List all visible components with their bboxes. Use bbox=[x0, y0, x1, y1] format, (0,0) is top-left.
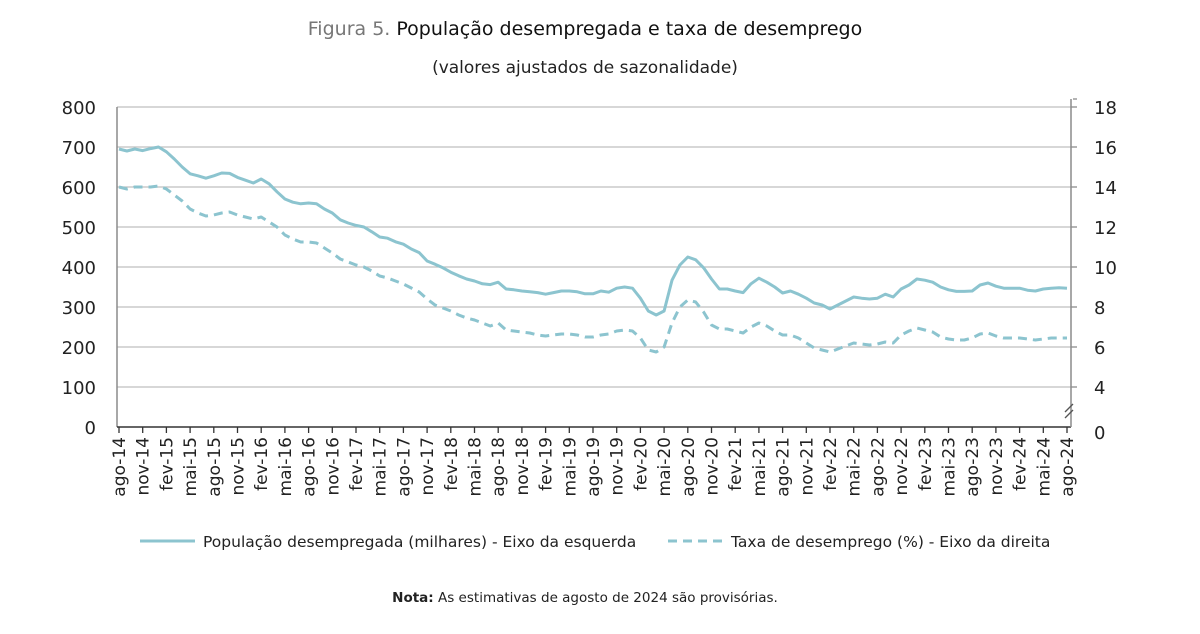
y-left-tick-label: 600 bbox=[62, 178, 96, 199]
x-tick-label: mai-23 bbox=[940, 437, 960, 496]
y-right-tick-label: 0 bbox=[1094, 423, 1105, 444]
y-right-tick-label: 18 bbox=[1094, 98, 1117, 119]
x-tick-label: ago-15 bbox=[205, 437, 225, 497]
x-tick-label: fev-21 bbox=[726, 437, 746, 491]
x-tick-label: nov-17 bbox=[418, 437, 438, 496]
note-text: As estimativas de agosto de 2024 são pro… bbox=[438, 590, 778, 606]
x-tick-label: mai-24 bbox=[1034, 437, 1054, 496]
y-left-tick-label: 700 bbox=[62, 138, 96, 159]
series-points bbox=[119, 186, 1067, 352]
x-tick-label: fev-19 bbox=[537, 437, 557, 491]
x-tick-label: nov-19 bbox=[608, 437, 628, 496]
x-tick-label: fev-15 bbox=[157, 437, 177, 491]
y-right-tick-label: 14 bbox=[1094, 178, 1117, 199]
x-tick-label: mai-21 bbox=[750, 437, 770, 496]
x-tick-label: mai-17 bbox=[371, 437, 391, 496]
x-tick-label: ago-23 bbox=[963, 437, 983, 497]
x-tick-label: ago-24 bbox=[1058, 437, 1078, 497]
series-points bbox=[119, 147, 1067, 315]
x-tick-label: nov-14 bbox=[134, 437, 154, 496]
x-tick-label: nov-20 bbox=[703, 437, 723, 496]
x-tick-label: ago-16 bbox=[300, 437, 320, 497]
x-tick-label: mai-15 bbox=[181, 437, 201, 496]
x-tick-label: mai-19 bbox=[560, 437, 580, 496]
y-right-tick-label: 10 bbox=[1094, 258, 1117, 279]
x-tick-label: fev-20 bbox=[631, 437, 651, 491]
x-tick-label: mai-18 bbox=[466, 437, 486, 496]
y-right-tick-label: 4 bbox=[1094, 378, 1105, 399]
axis-break-mark bbox=[1064, 403, 1074, 413]
legend-label: População desempregada (milhares) - Eixo… bbox=[203, 533, 636, 551]
y-left-tick-label: 200 bbox=[62, 338, 96, 359]
x-tick-label: nov-15 bbox=[229, 437, 249, 496]
y-right-tick-label: 8 bbox=[1094, 298, 1105, 319]
x-tick-label: ago-18 bbox=[489, 437, 509, 497]
x-tick-label: nov-16 bbox=[323, 437, 343, 496]
y-right-tick-label: 6 bbox=[1094, 338, 1105, 359]
y-right-tick-label: 12 bbox=[1094, 218, 1117, 239]
axis-break-mark bbox=[1064, 409, 1074, 419]
legend: População desempregada (milhares) - Eixo… bbox=[140, 533, 1050, 551]
chart-subtitle: (valores ajustados de sazonalidade) bbox=[432, 58, 738, 78]
x-tick-label: fev-24 bbox=[1011, 437, 1031, 491]
note-label: Nota: bbox=[392, 590, 434, 606]
x-tick-label: mai-16 bbox=[276, 437, 296, 496]
x-tick-label: fev-17 bbox=[347, 437, 367, 491]
note: Nota: As estimativas de agosto de 2024 s… bbox=[0, 590, 1170, 606]
x-tick-label: mai-22 bbox=[845, 437, 865, 496]
x-tick-label: nov-22 bbox=[892, 437, 912, 496]
series-line-unemployed-population bbox=[118, 145, 1068, 317]
y-left-tick-label: 800 bbox=[62, 98, 96, 119]
x-tick-label: ago-17 bbox=[394, 437, 414, 497]
y-left-tick-label: 500 bbox=[62, 218, 96, 239]
x-tick-label: fev-18 bbox=[442, 437, 462, 491]
x-tick-label: nov-23 bbox=[987, 437, 1007, 496]
x-tick-label: nov-18 bbox=[513, 437, 533, 496]
x-tick-label: fev-16 bbox=[252, 437, 272, 491]
x-tick-label: mai-20 bbox=[655, 437, 675, 496]
y-left-tick-label: 100 bbox=[62, 378, 96, 399]
chart-title: Figura 5. População desempregada e taxa … bbox=[0, 18, 1170, 40]
figure-number: Figura 5. bbox=[307, 18, 391, 40]
x-tick-label: ago-20 bbox=[679, 437, 699, 497]
y-left-tick-label: 400 bbox=[62, 258, 96, 279]
x-tick-label: fev-22 bbox=[821, 437, 841, 491]
legend-label: Taxa de desemprego (%) - Eixo da direita bbox=[730, 533, 1050, 551]
x-tick-label: nov-21 bbox=[797, 437, 817, 496]
y-left-tick-label: 0 bbox=[85, 418, 96, 439]
y-right-tick-label: 16 bbox=[1094, 138, 1117, 159]
figure-title: População desempregada e taxa de desempr… bbox=[396, 18, 863, 40]
series-line-unemployment-rate bbox=[118, 184, 1067, 354]
x-tick-label: ago-14 bbox=[110, 437, 130, 497]
x-tick-label: ago-22 bbox=[868, 437, 888, 497]
x-tick-label: fev-23 bbox=[916, 437, 936, 491]
x-tick-label: ago-19 bbox=[584, 437, 604, 497]
x-tick-label: ago-21 bbox=[774, 437, 794, 497]
y-left-tick-label: 300 bbox=[62, 298, 96, 319]
